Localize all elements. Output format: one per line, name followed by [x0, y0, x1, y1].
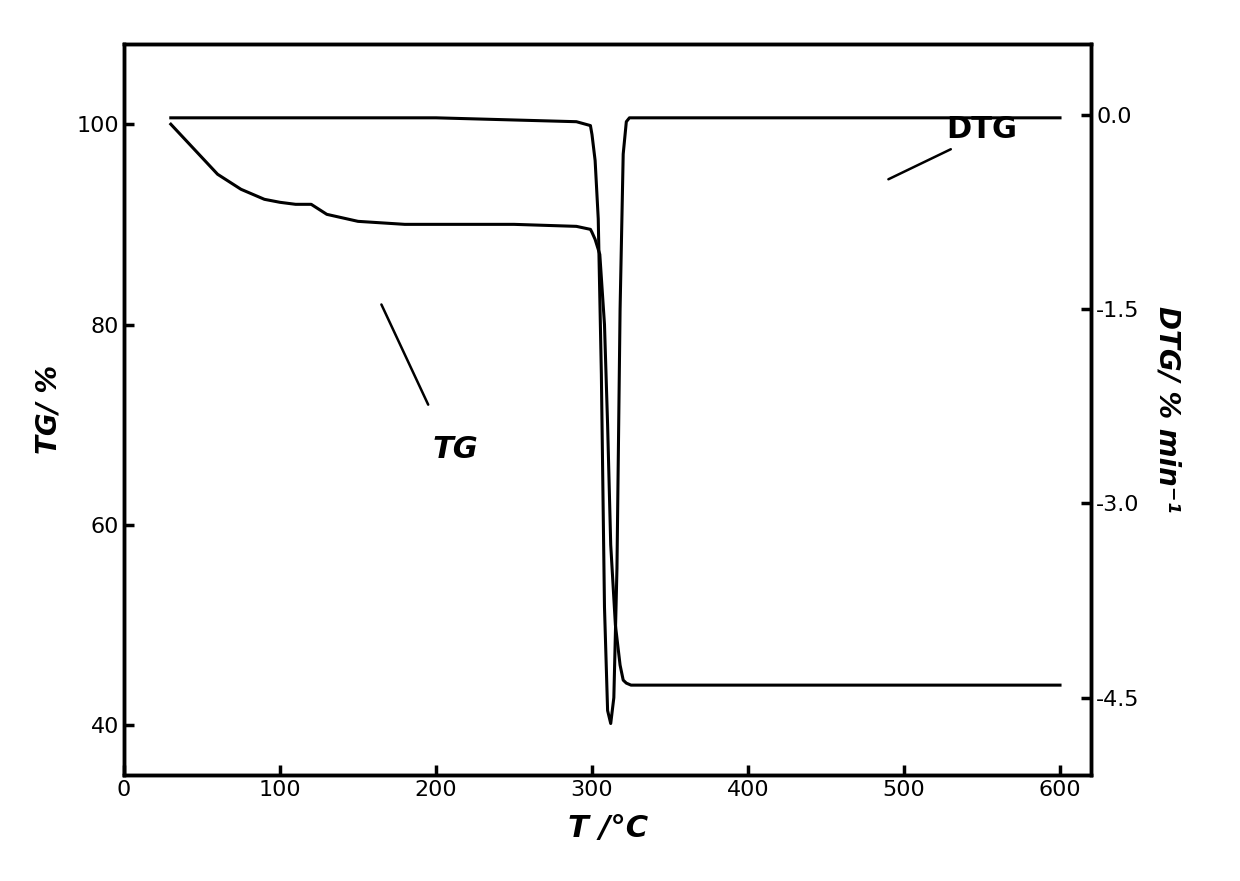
Text: TG: TG	[433, 434, 479, 463]
X-axis label: T /°C: T /°C	[568, 814, 647, 843]
Y-axis label: DTG/ % min⁻¹: DTG/ % min⁻¹	[1153, 307, 1182, 513]
Text: DTG: DTG	[946, 115, 1017, 144]
Y-axis label: TG/ %: TG/ %	[35, 365, 63, 455]
